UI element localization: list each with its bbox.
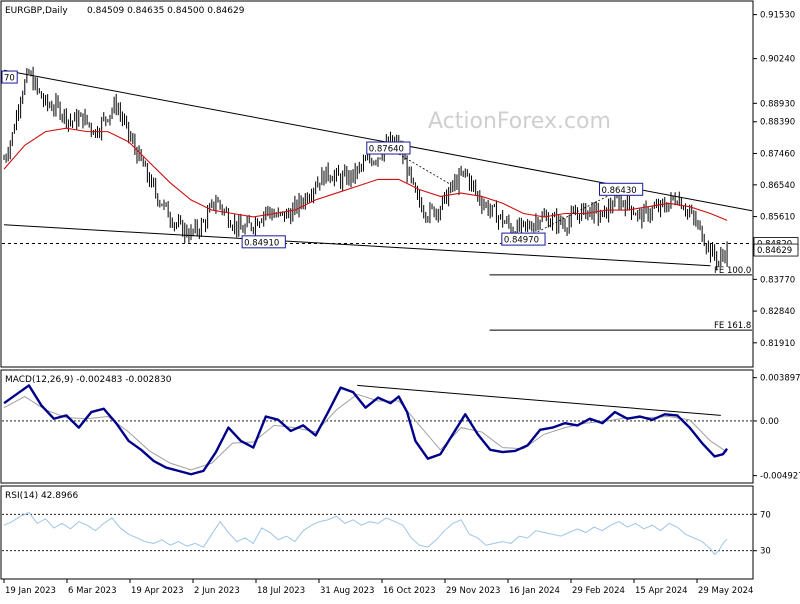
last-price-box [753,243,799,257]
price-tick-label: 0.81910 [760,339,795,349]
date-tick-label: 6 Mar 2023 [68,586,116,596]
watermark: ActionForex.com [428,109,611,134]
price-tick-label: 0.90240 [760,55,795,65]
price-tick-label: 0.88930 [760,99,795,109]
macd-signal-line [3,393,728,471]
axis-layer: 0.91530 0.90240 0.88930 0.88390 0.87460 0.865… [3,11,800,596]
price-tick-label: 0.85610 [760,213,795,223]
rsi-title: RSI(14) 42.8966 [5,491,78,501]
pivot-label-box [1,70,18,84]
macd-tick-label: 0.003897 [760,374,800,384]
date-tick-label: 18 Jul 2023 [257,586,305,596]
pivot-label: 0.84910 [244,238,279,248]
date-tick-label: 16 Oct 2023 [383,586,436,596]
price-layer: FE 100.0 FE 161.8 70 0.87640 0.84910 0.84970 0… [1,66,753,331]
pivot-label-box [599,182,644,196]
price-panel-frame [0,0,754,368]
date-tick-label: 29 May 2024 [698,586,753,596]
pivot-label-box [241,235,286,249]
macd-tick-label: -0.004927 [760,472,800,482]
date-tick-label: 2 Jun 2023 [194,586,240,596]
price-tick-label: 0.88390 [760,118,795,128]
date-tick-label: 29 Feb 2024 [572,586,625,596]
macd-panel-frame [0,369,754,484]
price-title: EURGBP,Daily [5,6,68,16]
price-tick-label: 0.82840 [760,307,795,317]
price-tick-label: 0.86540 [760,181,795,191]
macd-title: MACD(12,26,9) -0.002483 -0.002830 [5,375,172,385]
date-tick-label: 19 Apr 2023 [131,586,184,596]
date-tick-label: 31 Aug 2023 [320,586,374,596]
fib-level-label: FE 100.0 [714,266,751,276]
rsi-line [3,511,728,556]
macd-line [3,384,729,476]
pivot-label: 70 [4,74,15,84]
price-ohlc-header: 0.84509 0.84635 0.84500 0.84629 [87,6,245,16]
price-tick-label: 0.91530 [760,11,795,21]
pivot-label: 0.84970 [504,236,539,246]
date-tick-label: 16 Jan 2024 [509,586,560,596]
pivot-label: 0.86430 [602,186,637,196]
rsi-layer [2,511,752,556]
macd-trendline [357,384,721,416]
date-tick-label: 19 Jan 2023 [5,586,56,596]
date-tick-label: 15 Apr 2024 [635,586,688,596]
rsi-panel-frame [0,485,754,580]
last-price-box-label: 0.84629 [757,246,792,256]
pivot-label: 0.87640 [369,145,404,155]
macd-layer [2,384,752,476]
rsi-tick-label: 30 [760,547,771,557]
rsi-tick-label: 70 [760,510,771,520]
fib-level-label: FE 161.8 [714,321,751,331]
price-trendline [3,224,711,267]
price-tick-label: 0.87460 [760,149,795,159]
pivot-label-box [501,232,546,246]
macd-tick-label: 0.00 [760,417,779,427]
moving-average-line [3,127,728,221]
price-tick-label: 0.83770 [760,275,795,285]
date-tick-label: 29 Nov 2023 [446,586,500,596]
pivot-label-box [366,141,411,155]
